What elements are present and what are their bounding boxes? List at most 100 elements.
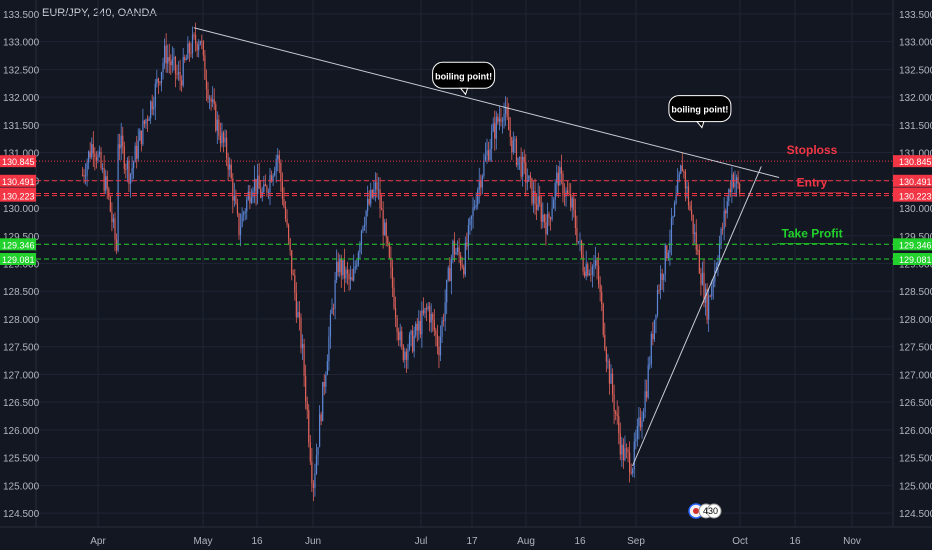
candle-body: [257, 175, 259, 194]
y-tick-label-left: 133.000: [3, 38, 40, 49]
candle-body: [477, 190, 479, 205]
candle-body: [281, 180, 283, 200]
candle-body: [567, 190, 569, 194]
candle-body: [269, 175, 271, 193]
candle-body: [616, 413, 618, 417]
candle-body: [336, 261, 338, 280]
candle-body: [125, 168, 127, 170]
candle-body: [681, 165, 683, 172]
candle-body: [391, 267, 394, 288]
candle-body: [117, 144, 119, 251]
candle-body: [551, 208, 553, 220]
level-price-tag-right: [893, 155, 932, 168]
candle-body: [370, 190, 372, 204]
candle-body: [119, 144, 121, 149]
candle-body: [208, 98, 211, 100]
candle-body: [444, 302, 446, 321]
level-price-tag-right: [893, 174, 932, 187]
candle-body: [664, 245, 666, 275]
candle-body: [365, 210, 367, 225]
candle-body: [128, 160, 130, 184]
candle-body: [492, 123, 494, 132]
candle-body: [723, 210, 725, 230]
candle-body: [739, 183, 741, 193]
candle-body: [438, 346, 440, 356]
annotation-text: boiling point!: [435, 71, 492, 81]
candle-body: [677, 180, 679, 195]
candle-body: [621, 444, 623, 455]
candle-body: [501, 120, 504, 122]
candle-body: [413, 335, 415, 352]
candle-body: [215, 104, 217, 131]
candle-body: [308, 410, 310, 443]
candle-body: [148, 118, 150, 121]
y-tick-label-right: 132.000: [899, 93, 932, 104]
candle-body: [243, 213, 245, 215]
candle-body: [725, 210, 727, 214]
candle-body: [455, 251, 457, 255]
candle-body: [112, 218, 115, 223]
candle-body: [274, 171, 276, 176]
candle-body: [233, 195, 235, 201]
candle-body: [639, 417, 642, 428]
candle-body: [393, 287, 395, 308]
candle-body: [154, 83, 156, 108]
candle-body: [638, 417, 640, 426]
candle-body: [306, 401, 308, 411]
x-tick-label: Sep: [627, 536, 645, 547]
candle-body: [484, 155, 487, 161]
x-tick-label: 16: [251, 536, 263, 547]
y-tick-label-left: 124.500: [3, 509, 40, 520]
candle-body: [126, 160, 128, 170]
candle-body: [548, 213, 550, 218]
candle-body: [356, 264, 358, 267]
candle-body: [218, 119, 220, 136]
candle-body: [660, 273, 662, 291]
candle-body: [294, 275, 296, 293]
candle-body: [419, 321, 421, 335]
ideas-badge[interactable]: 430: [685, 500, 731, 522]
candle-body: [142, 120, 144, 145]
candle-body: [351, 277, 353, 281]
y-tick-label-right: 133.000: [899, 38, 932, 49]
candle-body: [491, 131, 493, 149]
candle-body: [433, 320, 435, 331]
candle-body: [173, 56, 175, 60]
candle-body: [534, 190, 536, 205]
candle-body: [641, 420, 643, 428]
candle-body: [402, 345, 404, 361]
candle-body: [605, 349, 607, 362]
candle-body: [350, 277, 352, 280]
candle-body: [88, 151, 90, 163]
candle-body: [466, 242, 468, 247]
candle-body: [425, 308, 428, 310]
candle-body: [191, 34, 194, 54]
candle-body: [545, 222, 547, 235]
candle-body: [487, 150, 490, 160]
level-price-tag-text-right: 129.081: [899, 255, 932, 265]
y-tick-label-left: 126.500: [3, 398, 40, 409]
candle-body: [486, 150, 488, 156]
candle-body: [712, 281, 714, 287]
candle-body: [532, 190, 535, 204]
candle-body: [94, 153, 96, 158]
candle-body: [185, 58, 187, 61]
y-tick-label-left: 127.500: [3, 343, 40, 354]
candle-body: [83, 174, 85, 177]
candle-body: [331, 308, 333, 314]
candle-body: [543, 214, 545, 223]
candle-body: [227, 158, 229, 170]
candle-body: [122, 135, 124, 147]
candle-body: [377, 189, 380, 191]
candle-body: [429, 306, 431, 323]
candle-body: [229, 164, 231, 170]
candle-body: [108, 188, 110, 197]
candle-body: [342, 260, 344, 276]
candle-body: [213, 99, 215, 105]
candle-body: [295, 292, 297, 318]
candle-body: [447, 268, 449, 281]
candle-body: [686, 186, 688, 189]
candle-body: [187, 43, 189, 59]
